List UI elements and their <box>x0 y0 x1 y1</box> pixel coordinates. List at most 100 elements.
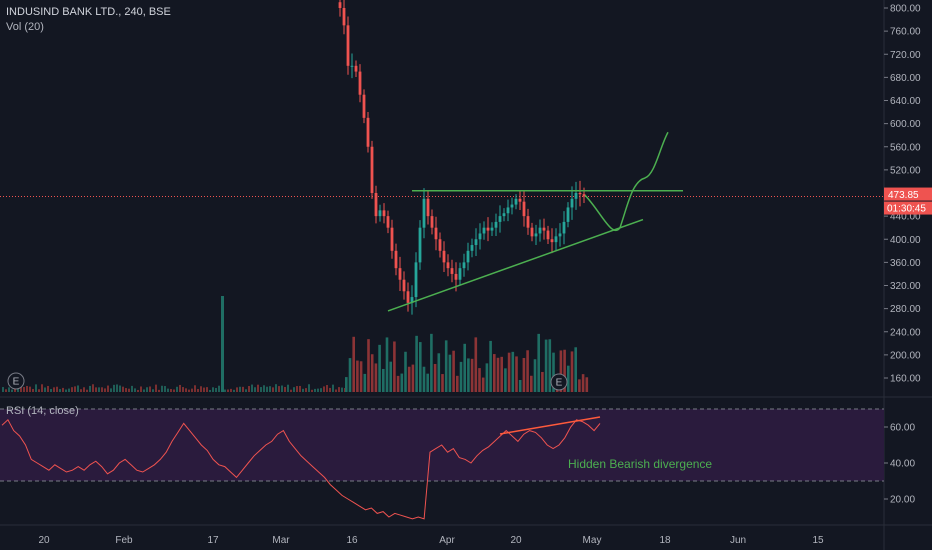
price-tick-label: 320.00 <box>890 281 921 292</box>
volume-bar <box>396 375 400 392</box>
volume-bar <box>113 384 115 392</box>
time-tick-label: 18 <box>659 535 671 546</box>
volume-bar <box>200 386 202 392</box>
volume-bar <box>212 387 214 392</box>
volume-bar <box>515 356 518 392</box>
volume-bar <box>574 347 577 392</box>
volume-bar <box>578 379 581 392</box>
volume-bar <box>233 389 235 392</box>
candle-body <box>342 8 346 26</box>
candle-body <box>562 221 566 234</box>
volume-bar <box>329 387 331 392</box>
volume-bar <box>581 374 585 392</box>
candle-body <box>410 297 414 303</box>
volume-bar <box>263 385 265 392</box>
candle-body <box>450 268 454 274</box>
volume-bar <box>110 388 112 392</box>
volume-bar <box>404 351 407 392</box>
candle-body <box>434 227 438 240</box>
candle-body <box>490 227 494 231</box>
volume-bar <box>359 361 363 392</box>
candle-body <box>346 25 350 66</box>
volume-bar <box>493 354 496 392</box>
countdown-label: 01:30:45 <box>887 204 926 215</box>
candle-body <box>458 268 462 280</box>
volume-bar <box>182 387 184 392</box>
countdown-badge <box>884 201 932 215</box>
earnings-marker[interactable] <box>7 372 25 390</box>
price-tick-label: 600.00 <box>890 119 921 130</box>
candle-body <box>570 198 574 208</box>
volume-bar <box>167 388 169 392</box>
volume-bar <box>441 374 444 392</box>
volume-bar <box>293 387 295 392</box>
volume-bar <box>17 388 19 392</box>
volume-bar <box>50 388 52 392</box>
volume-bar <box>335 389 337 392</box>
price-tick-label: 160.00 <box>890 374 921 385</box>
volume-bar <box>65 389 67 392</box>
volume-bar <box>116 384 118 392</box>
volume-bar <box>433 363 437 392</box>
volume-bar <box>164 386 166 392</box>
volume-bar <box>533 359 537 392</box>
volume-bar <box>236 387 238 392</box>
volume-bar <box>278 386 280 392</box>
volume-bar <box>131 385 133 392</box>
volume-bar <box>170 388 172 392</box>
volume-bar <box>496 357 500 392</box>
candle-body <box>514 198 518 205</box>
price-tick-label: 440.00 <box>890 212 921 223</box>
volume-bar <box>348 358 352 392</box>
candle-body <box>518 198 522 202</box>
candle-body <box>550 239 554 243</box>
time-tick-label: May <box>583 535 602 546</box>
candle-body <box>382 210 386 217</box>
time-tick-label: Mar <box>272 535 290 546</box>
volume-bar <box>197 389 199 392</box>
volume-bar <box>11 389 13 392</box>
candle-body <box>522 201 526 217</box>
volume-bar <box>80 389 82 392</box>
volume-bar <box>338 387 340 392</box>
candle-body <box>370 146 374 193</box>
volume-bar <box>152 389 154 392</box>
candle-body <box>454 273 458 280</box>
candle-body <box>354 65 358 72</box>
volume-bar <box>302 388 304 392</box>
volume-bar <box>203 387 205 392</box>
volume-bar <box>248 386 250 392</box>
candle-body <box>430 216 434 228</box>
volume-bar <box>290 389 292 392</box>
volume-bar <box>215 387 217 392</box>
volume-bar <box>245 389 247 392</box>
volume-bar <box>8 387 10 392</box>
volume-bar <box>478 368 481 392</box>
volume-bar <box>407 366 411 392</box>
volume-bar <box>352 336 355 392</box>
volume-bar <box>275 384 277 392</box>
volume-bar <box>251 384 253 392</box>
candle-body <box>422 198 426 228</box>
volume-bar <box>522 357 526 392</box>
volume-bar <box>239 386 241 392</box>
candle-body <box>542 227 546 231</box>
divergence-label: Hidden Bearish divergence <box>568 457 712 471</box>
volume-bar <box>485 363 489 392</box>
volume-bar <box>305 388 307 392</box>
volume-bar <box>419 342 422 392</box>
volume-bar <box>146 387 148 392</box>
earnings-marker-label: E <box>13 377 20 388</box>
volume-bar <box>185 388 187 392</box>
volume-bar <box>415 335 418 392</box>
volume-bar <box>176 386 178 392</box>
volume-bar <box>59 389 61 392</box>
volume-bar <box>326 385 328 392</box>
price-tick-label: 800.00 <box>890 4 921 15</box>
price-tick-label: 200.00 <box>890 350 921 361</box>
volume-bar <box>287 384 289 392</box>
volume-bar <box>35 384 37 392</box>
volume-bar <box>567 365 570 392</box>
earnings-marker[interactable] <box>550 373 568 391</box>
